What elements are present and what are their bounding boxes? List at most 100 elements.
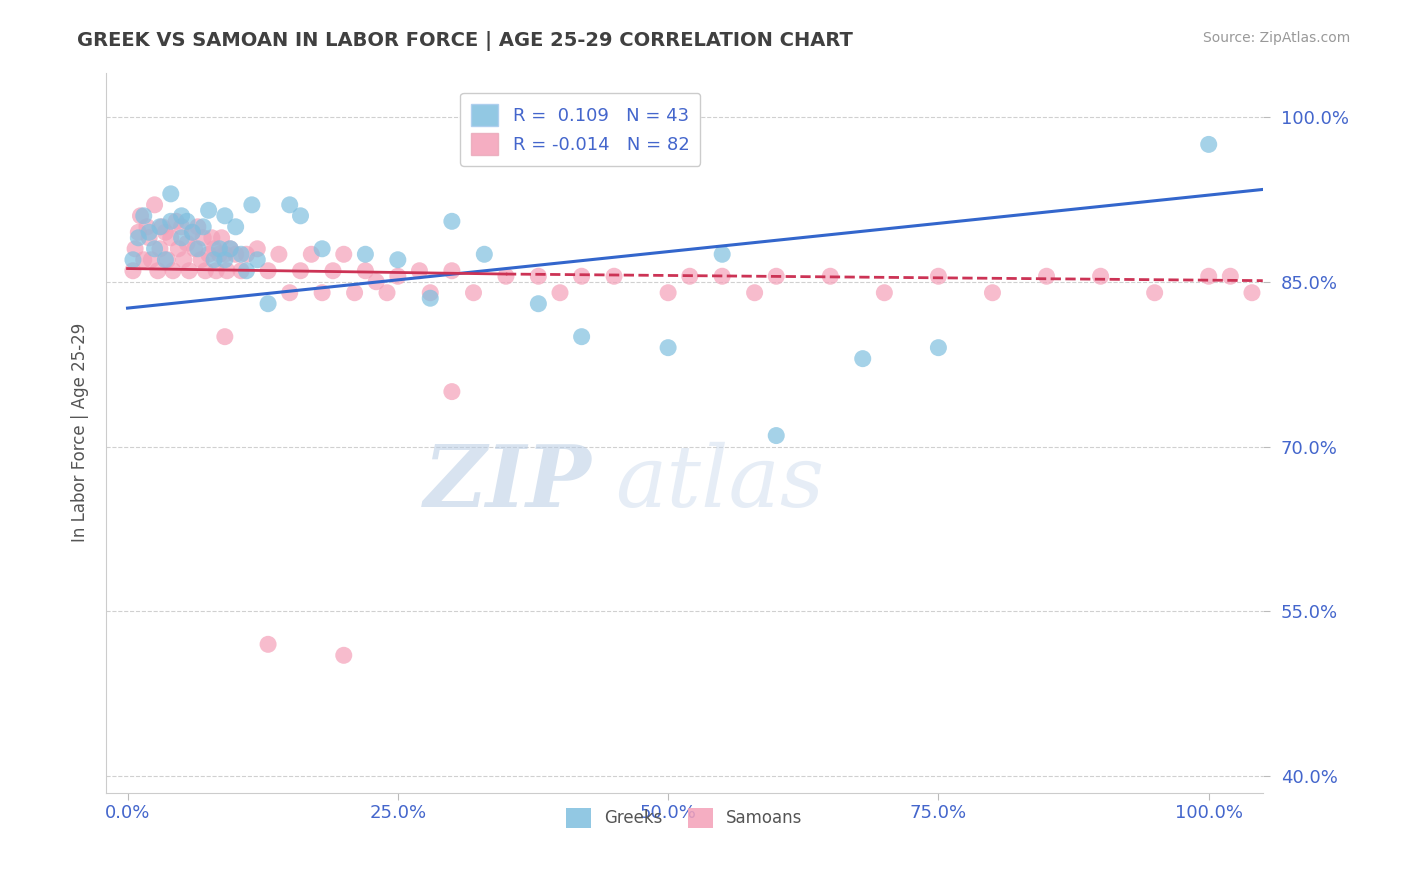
Point	[246, 242, 269, 256]
Point	[214, 247, 236, 261]
Point	[156, 252, 179, 267]
Point	[214, 329, 236, 343]
Point	[219, 242, 242, 256]
Point	[290, 209, 312, 223]
Point	[290, 264, 312, 278]
Point	[170, 219, 193, 234]
Point	[387, 269, 409, 284]
Text: GREEK VS SAMOAN IN LABOR FORCE | AGE 25-29 CORRELATION CHART: GREEK VS SAMOAN IN LABOR FORCE | AGE 25-…	[77, 31, 853, 51]
Point	[311, 242, 333, 256]
Point	[138, 231, 160, 245]
Point	[765, 428, 787, 442]
Point	[215, 264, 238, 278]
Point	[214, 209, 236, 223]
Point	[150, 219, 173, 234]
Point	[744, 285, 766, 300]
Legend: Greeks, Samoans: Greeks, Samoans	[560, 801, 810, 835]
Point	[1090, 269, 1112, 284]
Point	[162, 264, 184, 278]
Point	[387, 252, 409, 267]
Point	[240, 198, 263, 212]
Point	[332, 648, 354, 663]
Point	[440, 264, 463, 278]
Point	[1198, 269, 1220, 284]
Point	[211, 231, 233, 245]
Point	[873, 285, 896, 300]
Point	[187, 219, 209, 234]
Point	[132, 209, 155, 223]
Point	[354, 247, 377, 261]
Point	[173, 252, 195, 267]
Point	[278, 198, 301, 212]
Point	[278, 285, 301, 300]
Point	[225, 247, 247, 261]
Point	[246, 252, 269, 267]
Point	[225, 219, 247, 234]
Point	[765, 269, 787, 284]
Point	[440, 214, 463, 228]
Text: ZIP: ZIP	[425, 442, 592, 525]
Point	[124, 242, 146, 256]
Point	[205, 264, 228, 278]
Point	[194, 264, 217, 278]
Y-axis label: In Labor Force | Age 25-29: In Labor Force | Age 25-29	[72, 323, 89, 542]
Point	[1143, 285, 1166, 300]
Point	[202, 252, 225, 267]
Point	[170, 231, 193, 245]
Text: Source: ZipAtlas.com: Source: ZipAtlas.com	[1202, 31, 1350, 45]
Point	[197, 247, 219, 261]
Point	[711, 269, 734, 284]
Point	[136, 219, 159, 234]
Point	[229, 247, 252, 261]
Point	[202, 242, 225, 256]
Point	[311, 285, 333, 300]
Point	[657, 341, 679, 355]
Point	[146, 264, 169, 278]
Point	[208, 242, 231, 256]
Point	[332, 247, 354, 261]
Point	[176, 214, 198, 228]
Point	[527, 269, 550, 284]
Point	[419, 285, 441, 300]
Point	[981, 285, 1004, 300]
Text: atlas: atlas	[614, 442, 824, 524]
Point	[257, 264, 280, 278]
Point	[183, 242, 205, 256]
Point	[1035, 269, 1057, 284]
Point	[214, 252, 236, 267]
Point	[155, 225, 177, 239]
Point	[375, 285, 398, 300]
Point	[149, 242, 172, 256]
Point	[122, 252, 145, 267]
Point	[571, 269, 593, 284]
Point	[408, 264, 430, 278]
Point	[257, 296, 280, 310]
Point	[129, 209, 152, 223]
Point	[132, 252, 155, 267]
Point	[235, 264, 257, 278]
Point	[1240, 285, 1263, 300]
Point	[463, 285, 485, 300]
Point	[257, 637, 280, 651]
Point	[299, 247, 322, 261]
Point	[366, 275, 388, 289]
Point	[138, 225, 160, 239]
Point	[1198, 137, 1220, 152]
Point	[127, 231, 149, 245]
Point	[419, 291, 441, 305]
Point	[159, 214, 181, 228]
Point	[197, 203, 219, 218]
Point	[179, 264, 201, 278]
Point	[440, 384, 463, 399]
Point	[354, 264, 377, 278]
Point	[927, 269, 949, 284]
Point	[267, 247, 290, 261]
Point	[711, 247, 734, 261]
Point	[155, 252, 177, 267]
Point	[143, 198, 166, 212]
Point	[571, 329, 593, 343]
Point	[187, 242, 209, 256]
Point	[176, 236, 198, 251]
Point	[143, 242, 166, 256]
Point	[495, 269, 517, 284]
